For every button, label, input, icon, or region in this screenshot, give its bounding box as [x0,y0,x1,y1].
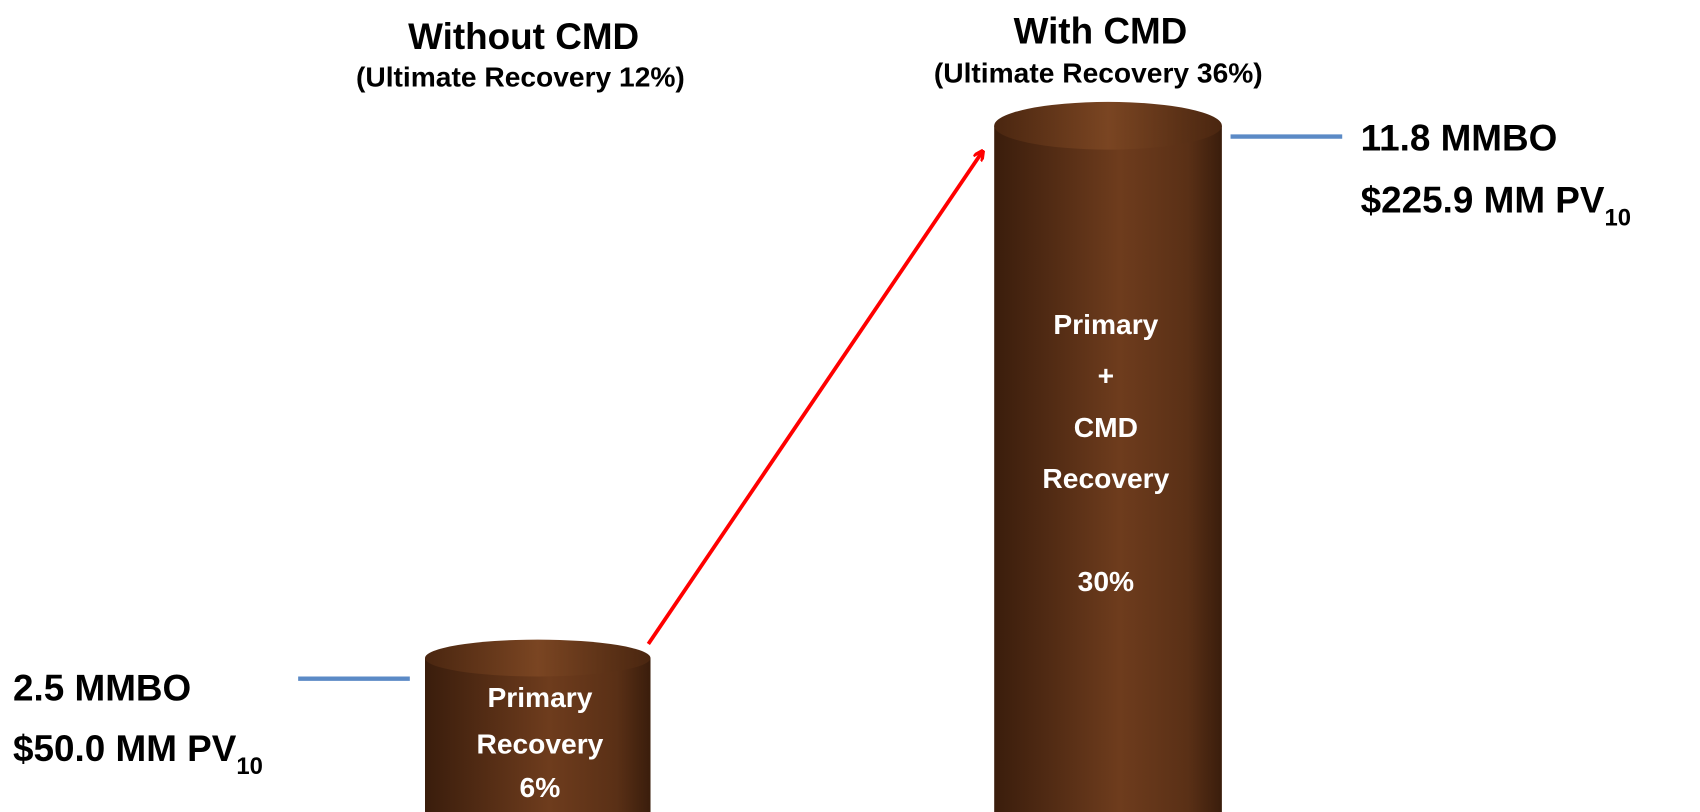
cylinder-text: + [1098,359,1114,391]
right-subtitle: (Ultimate Recovery 36%) [934,56,1263,88]
right-volume: 11.8 MMBO [1361,118,1558,159]
cylinder-text: 6% [520,771,561,803]
cylinder-text: 30% [1078,565,1134,597]
cylinder-text: CMD [1074,411,1138,443]
cylinder-text: Primary [1053,308,1158,340]
cylinder-text: Recovery [476,727,603,759]
pv-label: $225.9 MM PV [1361,179,1605,220]
left-pv: $50.0 MM PV10 [13,728,263,780]
right-pv: $225.9 MM PV10 [1361,179,1631,231]
cylinder-body [994,125,1222,812]
cylinder-text: Recovery [1042,462,1169,494]
left-subtitle: (Ultimate Recovery 12%) [356,61,685,93]
cylinder-body [425,658,651,812]
arrow [646,152,982,646]
pv-subscript: 10 [1604,204,1631,231]
right-title: With CMD [1014,10,1188,51]
cylinder-text: Primary [487,681,592,713]
pv-subscript: 10 [236,753,263,780]
left-title: Without CMD [408,16,639,57]
pv-label: $50.0 MM PV [13,728,237,769]
cylinder-top [425,639,651,677]
left-volume: 2.5 MMBO [13,667,191,708]
cylinder-top [994,101,1222,150]
